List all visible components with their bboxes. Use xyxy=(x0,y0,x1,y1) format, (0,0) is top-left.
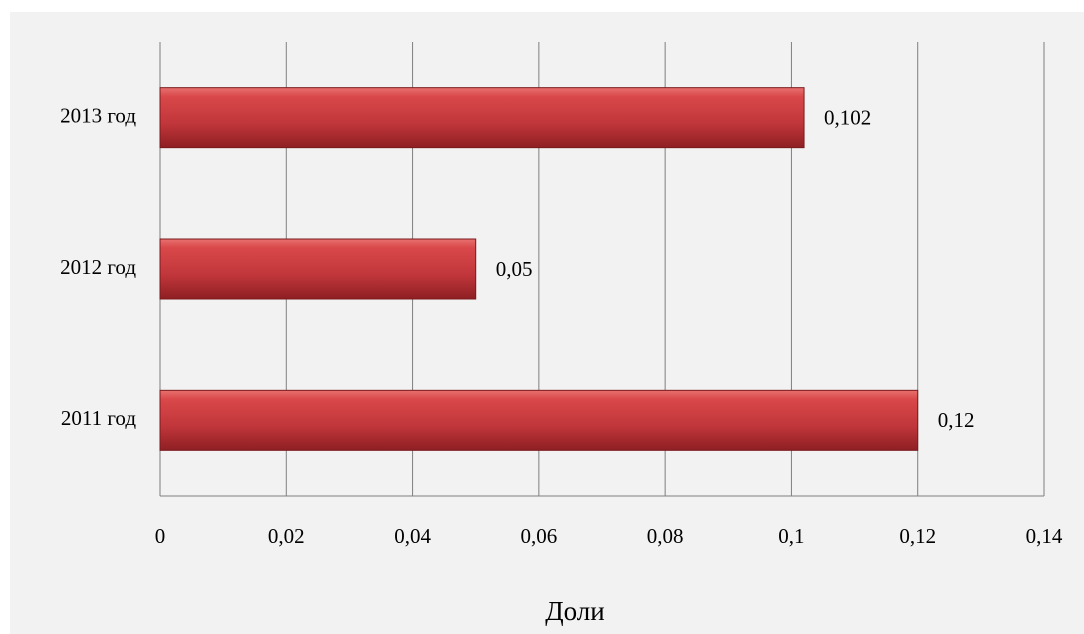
value-label: 0,05 xyxy=(496,257,533,281)
x-tick-label: 0 xyxy=(155,524,166,548)
value-label: 0,102 xyxy=(824,105,871,129)
y-tick-label: 2011 год xyxy=(61,406,136,430)
x-tick-label: 0,02 xyxy=(268,524,305,548)
x-tick-label: 0,08 xyxy=(647,524,684,548)
bar xyxy=(159,238,477,300)
value-label: 0,12 xyxy=(938,408,975,432)
bar xyxy=(159,389,919,451)
x-axis-title: Доли xyxy=(545,596,604,626)
x-tick-label: 0,12 xyxy=(899,524,936,548)
x-tick-label: 0,06 xyxy=(520,524,557,548)
x-tick-label: 0,1 xyxy=(778,524,804,548)
x-tick-label: 0,04 xyxy=(394,524,431,548)
x-tick-label: 0,14 xyxy=(1026,524,1063,548)
bar xyxy=(159,87,805,149)
y-tick-label: 2012 год xyxy=(60,255,136,279)
y-tick-label: 2013 год xyxy=(60,103,136,127)
